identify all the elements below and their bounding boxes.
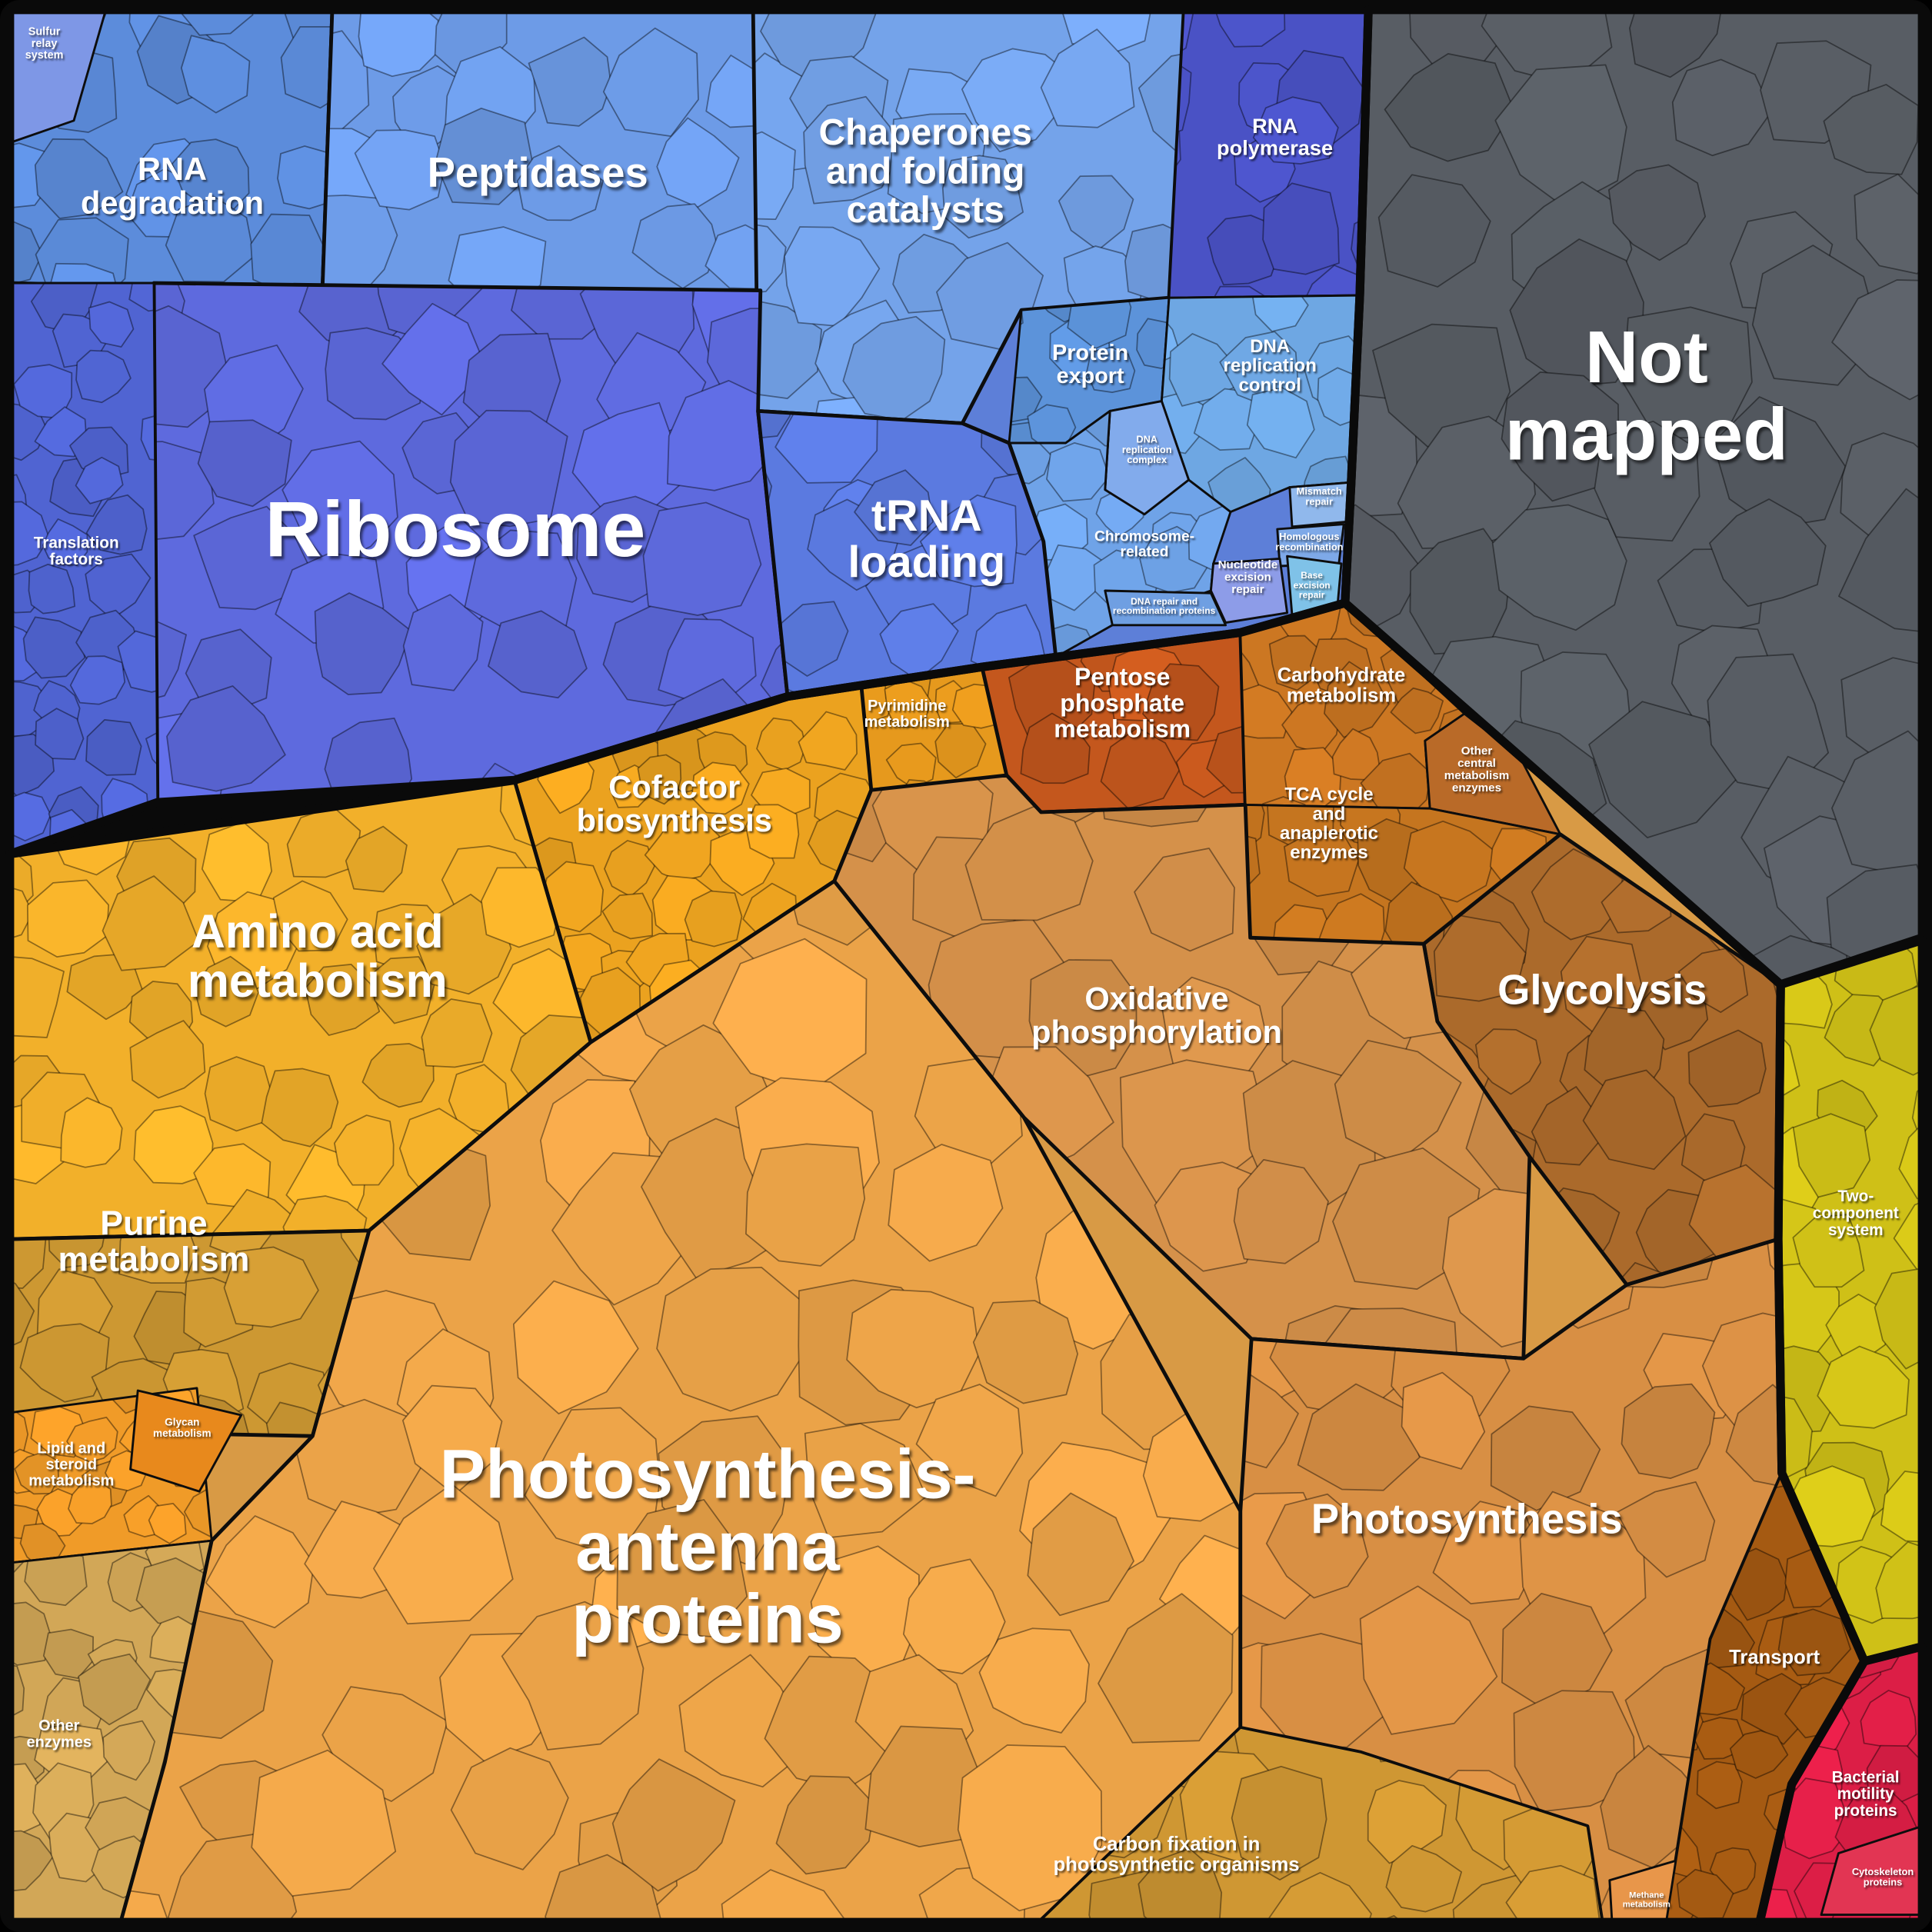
voronoi-subcells [514,686,871,1043]
label-mismatch-repair: Mismatch repair [1297,485,1342,507]
label-nucleotide-excision-repair: Nucleotide excision repair [1218,558,1278,596]
voronoi-subcells [120,881,1241,1923]
label-bacterial-motility: Bacterial motility proteins [1832,1768,1900,1820]
label-rna-degradation: RNA degradation [81,151,264,221]
cell-photosynthesis-antenna[interactable] [48,758,1396,1932]
label-other-central-metabolism: Other central metabolism enzymes [1444,744,1509,794]
cell-two-component-system[interactable] [1699,923,1932,1663]
label-pyrimidine-metabolism: Pyrimidine metabolism [864,698,950,731]
cell-translation-factors[interactable] [0,264,201,941]
label-peptidases: Peptidases [428,149,648,196]
cell-ribosome[interactable] [65,228,883,925]
label-glycolysis: Glycolysis [1497,967,1707,1014]
label-cofactor-biosynthesis: Cofactor biosynthesis [577,768,772,838]
label-purine-metabolism: Purine metabolism [58,1204,250,1278]
label-chromosome-related: Chromosome-related [1094,529,1194,561]
label-lipid-steroid-metabolism: Lipid and steroid metabolism [28,1440,114,1489]
label-tca-cycle: TCA cycle and anaplerotic enzymes [1280,784,1378,864]
label-base-excision-repair: Base excision repair [1294,570,1331,600]
cell-not-mapped[interactable] [1277,0,1932,1072]
label-other-enzymes: Other enzymes [27,1717,92,1750]
cell-nucleotide-excision-repair[interactable] [1209,557,1289,625]
label-glycan-metabolism: Glycan metabolism [153,1417,212,1439]
label-amino-acid-metabolism: Amino acid metabolism [188,905,448,1007]
cell-peptidases[interactable] [268,0,882,415]
label-methane-metabolism: Methane metabolism [1623,1891,1671,1910]
cell-glycan-metabolism[interactable] [129,1389,243,1493]
cell-dna-repair-recombination[interactable] [1104,589,1227,627]
label-oxidative-phosphorylation: Oxidative phosphorylation [1031,981,1282,1051]
cell-dna-replication-control[interactable] [1123,274,1442,585]
label-cytoskeleton-proteins: Cytoskeleton proteins [1852,1866,1914,1887]
label-carbohydrate-metabolism: Carbohydrate metabolism [1277,665,1405,707]
label-translation-factors: Translation factors [34,534,119,568]
cell-pentose-phosphate[interactable] [941,580,1322,896]
label-not-mapped: Not mapped [1505,316,1788,476]
cell-carbohydrate-metabolism[interactable] [1190,588,1499,848]
voronoi-subcells [154,283,788,803]
group-boundary-4 [1755,1642,1927,1927]
label-trna-loading: tRNA loading [848,491,1005,587]
label-ribosome: Ribosome [265,485,646,573]
label-sulfur-relay: Sulfur relay system [25,26,64,62]
voronoi-subcells [1344,9,1923,984]
label-chaperones: Chaperones and folding catalysts [818,112,1031,231]
label-dna-replication-complex: DNA replication complex [1122,433,1172,465]
label-rna-polymerase: RNA polymerase [1217,114,1333,159]
label-photosynthesis-antenna: Photosynthesis-antenna proteins [440,1436,976,1657]
voronoi-subcells [322,9,761,291]
label-dna-replication-control: DNA replication control [1224,336,1317,395]
label-protein-export: Protein export [1052,341,1128,388]
label-photosynthesis: Photosynthesis [1311,1496,1623,1543]
label-transport: Transport [1729,1647,1820,1668]
label-dna-repair-recombination: DNA repair and recombination proteins [1113,596,1216,616]
label-two-component-system: Two-component system [1813,1188,1899,1239]
group-boundary-2 [1341,5,1927,989]
label-carbon-fixation: Carbon fixation in photosynthetic organis… [1054,1834,1300,1876]
label-pentose-phosphate: Pentose phosphate metabolism [1054,663,1191,742]
label-homologous-recombination: Homologous recombination [1275,531,1343,552]
